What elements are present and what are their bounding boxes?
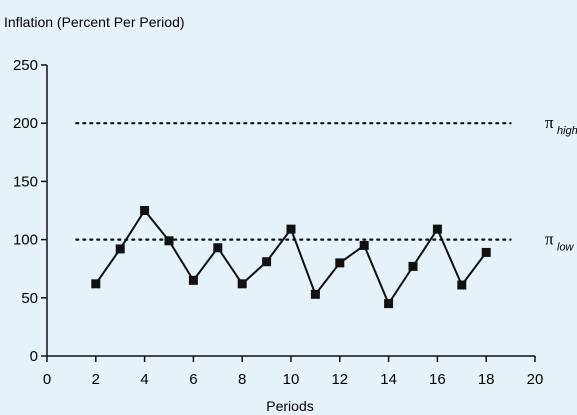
x-tick-label: 20: [527, 371, 544, 388]
reference-subscript: high: [557, 125, 577, 137]
y-tick-label: 100: [13, 232, 38, 249]
series-line: [94, 208, 488, 306]
y-tick-label: 250: [13, 57, 38, 74]
data-point: [262, 257, 272, 267]
reference-label-high: π high: [545, 113, 577, 137]
y-tick-label: 50: [21, 290, 38, 307]
x-tick-label: 6: [189, 371, 197, 388]
data-point: [188, 275, 198, 285]
axes: 0 50 100 150 200 250 0 2 4 6 8 10 12 14 16 18 20: [13, 57, 543, 388]
x-axis-label: Periods: [266, 398, 313, 414]
data-point: [286, 224, 296, 234]
data-point: [432, 224, 442, 234]
x-tick-label: 10: [283, 371, 300, 388]
x-tick-label: 14: [380, 371, 397, 388]
data-point: [481, 247, 491, 257]
y-tick-label: 150: [13, 173, 38, 190]
x-tick-label: 2: [92, 371, 100, 388]
data-point: [408, 261, 418, 271]
data-point: [164, 236, 174, 246]
y-tick-label: 0: [30, 348, 38, 365]
data-point: [359, 240, 369, 250]
x-tick-label: 4: [140, 371, 148, 388]
data-point: [115, 244, 125, 254]
x-tick-label: 16: [429, 371, 446, 388]
reference-label-low: π low: [545, 230, 575, 254]
x-tick-label: 8: [238, 371, 246, 388]
data-point: [310, 289, 320, 299]
y-tick-label: 200: [13, 115, 38, 132]
x-tick-label: 18: [478, 371, 495, 388]
reference-symbol: π: [545, 230, 554, 249]
reference-symbol: π: [545, 113, 554, 132]
reference-subscript: low: [557, 242, 575, 254]
series-layer: [91, 206, 491, 309]
data-point: [213, 243, 223, 253]
x-tick-label: 12: [331, 371, 348, 388]
data-point: [384, 299, 394, 309]
x-tick-label: 0: [43, 371, 51, 388]
data-point: [91, 279, 101, 289]
data-point: [335, 258, 345, 268]
chart-title: Inflation (Percent Per Period): [4, 14, 185, 30]
data-point: [237, 279, 247, 289]
data-point: [140, 206, 150, 215]
data-point: [457, 280, 467, 290]
